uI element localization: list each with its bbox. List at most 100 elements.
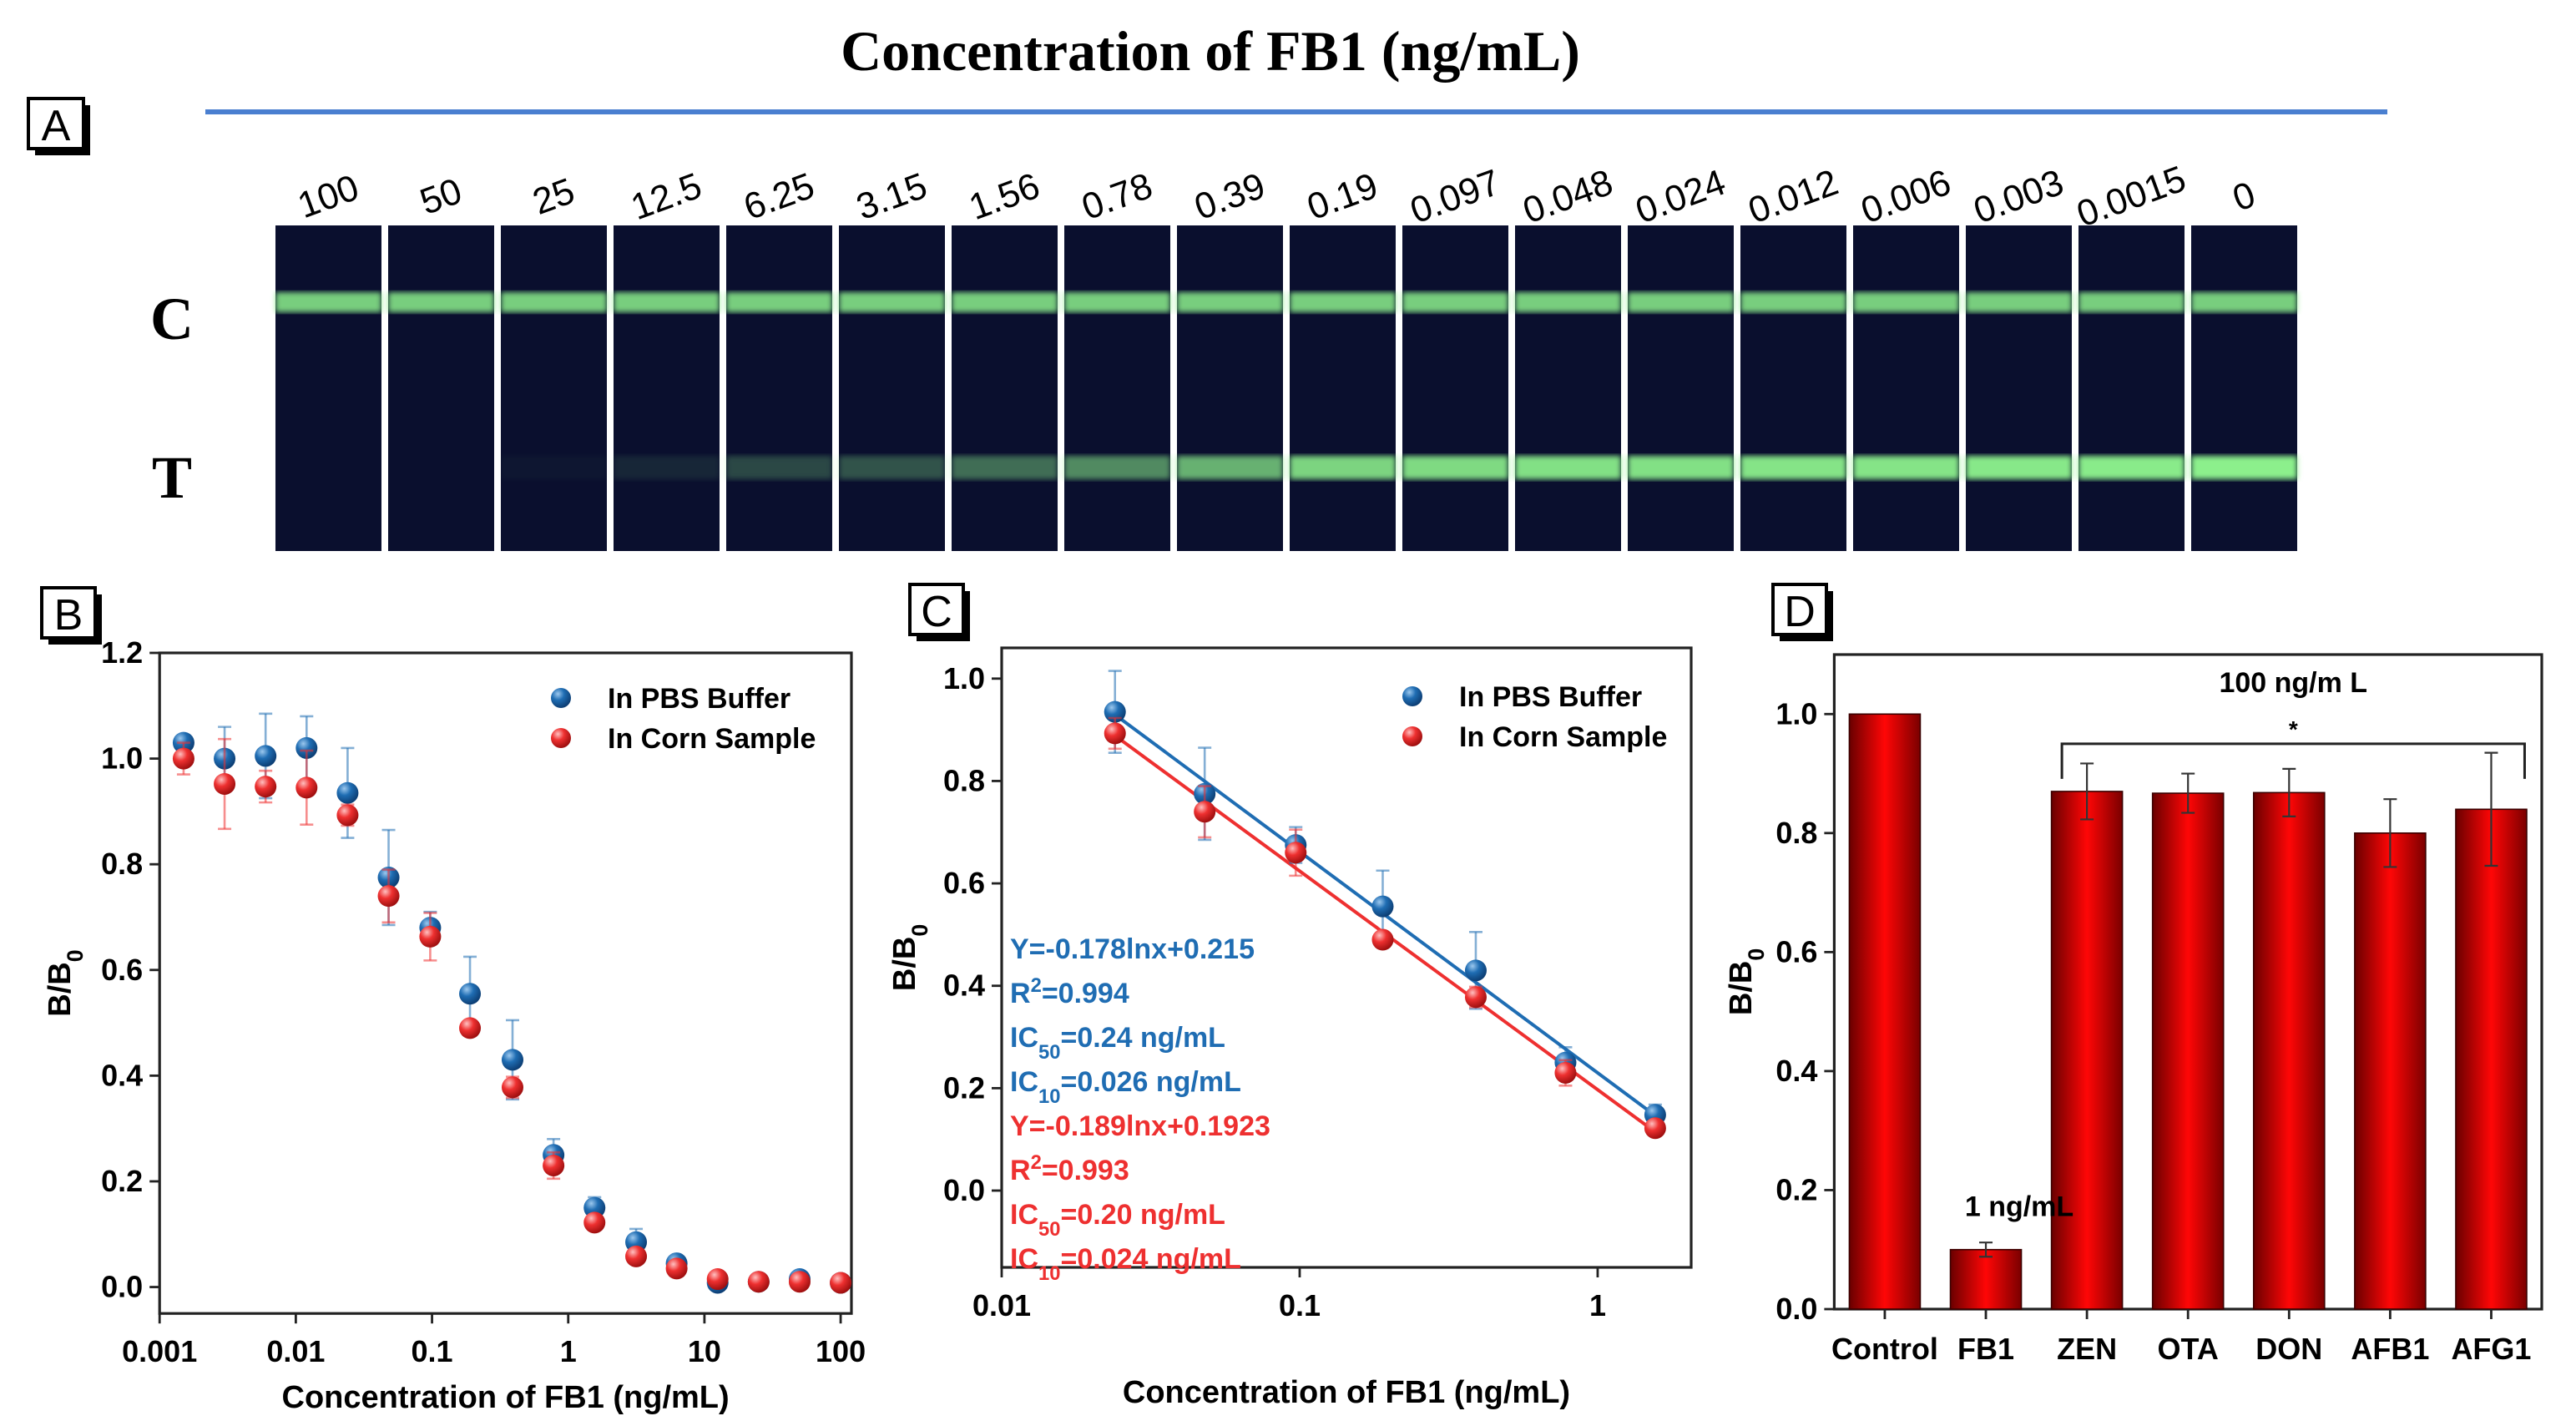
category-label: OTA <box>2158 1332 2219 1366</box>
control-band <box>388 292 494 312</box>
control-band <box>1177 292 1283 312</box>
series-corn-sample <box>1104 716 1666 1140</box>
strip-concentration-label: 0.024 <box>1630 162 1730 232</box>
test-strip: 0.048 <box>1515 162 1621 551</box>
control-band <box>726 292 832 312</box>
x-tick-label: 100 <box>816 1334 866 1368</box>
fit-annotation: IC50=0.20 ng/mL <box>1010 1199 1225 1241</box>
panel-c-label: C <box>908 583 970 641</box>
label-box <box>1771 583 1828 636</box>
fit-annotation: IC10=0.026 ng/mL <box>1010 1066 1241 1108</box>
control-band <box>839 292 945 312</box>
legend-marker <box>1402 686 1422 706</box>
legend-marker <box>551 728 571 748</box>
strip-membrane <box>2191 225 2297 551</box>
text-part: IC <box>1010 1243 1038 1275</box>
panel-a-label-box <box>27 97 85 150</box>
control-band <box>1515 292 1621 312</box>
control-band <box>1853 292 1959 312</box>
fit-annotation: R2=0.993 <box>1010 1151 1129 1187</box>
superscript: 2 <box>1031 974 1042 997</box>
y-tick-label: 0.6 <box>1775 934 1817 968</box>
text-part: IC <box>1010 1066 1038 1098</box>
strip-concentration-label: 25 <box>528 170 580 223</box>
test-band <box>501 456 607 479</box>
test-line-label: T <box>152 444 192 511</box>
data-point <box>1194 801 1216 823</box>
text-part: B/B <box>1724 961 1759 1015</box>
data-point <box>1464 986 1487 1009</box>
strip-concentration-label: 1.56 <box>964 165 1045 228</box>
panel-d-chart: 0.0 0.2 0.4 0.6 0.8 1.0 B/B0 Control FB1 ZEN OTA DO… <box>1724 653 2543 1366</box>
y-tick-label: 0.0 <box>101 1270 143 1304</box>
fit-annotation: IC10=0.024 ng/mL <box>1010 1243 1241 1285</box>
test-strip: 0.39 <box>1177 165 1283 551</box>
significance-mark: * <box>2289 716 2298 742</box>
bar-group <box>2455 751 2528 1310</box>
legend-label: In Corn Sample <box>1459 721 1667 753</box>
data-point <box>501 1076 523 1099</box>
strip-concentration-label: 0 <box>2227 174 2260 219</box>
test-strip: 25 <box>501 170 607 551</box>
label-letter: B <box>54 591 83 640</box>
subscript: 10 <box>1038 1085 1060 1108</box>
y-tick-label: 0.2 <box>101 1164 143 1198</box>
bar-group <box>2252 767 2326 1310</box>
control-band <box>1740 292 1846 312</box>
test-strip: 0.097 <box>1402 162 1508 551</box>
x-tick-label: 0.01 <box>972 1288 1031 1322</box>
strip-concentration-label: 0.012 <box>1743 162 1843 232</box>
text-part: IC <box>1010 1022 1038 1054</box>
text-part: =0.024 ng/mL <box>1060 1243 1240 1275</box>
bar-group <box>1949 1241 2023 1310</box>
control-band <box>614 292 720 312</box>
bar <box>1848 713 1922 1310</box>
text-part: B/B <box>43 962 78 1016</box>
panel-a-label: A <box>42 102 71 150</box>
test-strip: 0.78 <box>1064 165 1170 551</box>
y-axis-title: B/B0 <box>43 949 88 1016</box>
strip-membrane <box>275 225 381 551</box>
legend-marker <box>1402 726 1422 746</box>
test-band <box>2191 456 2297 479</box>
data-point <box>214 772 236 795</box>
test-strip: 6.25 <box>726 165 832 551</box>
series-pbs-buffer <box>172 712 852 1294</box>
legend-label: In Corn Sample <box>608 723 816 755</box>
strip-membrane <box>1628 225 1734 551</box>
x-axis-title: Concentration of FB1 (ng/mL) <box>1123 1375 1570 1410</box>
test-strip: 0.19 <box>1290 165 1396 551</box>
strip-membrane <box>952 225 1058 551</box>
strip-membrane <box>1740 225 1846 551</box>
data-point <box>1464 959 1487 982</box>
data-point <box>747 1271 770 1293</box>
y-tick-label: 0.0 <box>943 1173 985 1207</box>
control-band <box>2191 292 2297 312</box>
x-tick-label: 0.01 <box>266 1334 325 1368</box>
subscript: 50 <box>1038 1218 1060 1241</box>
strip-membrane <box>1966 225 2072 551</box>
y-tick-label: 1.2 <box>101 635 143 670</box>
text-part: =0.24 ng/mL <box>1060 1022 1225 1054</box>
text-part: =0.20 ng/mL <box>1060 1199 1225 1231</box>
strip-membrane <box>614 225 720 551</box>
panel-b-chart: 0.001 0.01 0.1 1 10 100 0.0 0.2 0.4 0.6 0.8 1.0 1.2 C… <box>43 635 866 1415</box>
bar <box>2354 832 2427 1310</box>
y-tick-label: 0.4 <box>943 968 985 1003</box>
bar-group <box>2354 798 2427 1310</box>
data-point <box>1285 842 1307 864</box>
strip-concentration-label: 0.048 <box>1518 162 1618 232</box>
data-point <box>501 1049 523 1071</box>
test-band <box>839 456 945 479</box>
x-tick-label: 0.1 <box>412 1334 453 1368</box>
fit-annotation: IC50=0.24 ng/mL <box>1010 1022 1225 1064</box>
y-tick-label: 0.0 <box>1775 1292 1817 1326</box>
x-tick-label: 1 <box>1589 1288 1606 1322</box>
test-band <box>1402 456 1508 479</box>
category-label: ZEN <box>2057 1332 2117 1366</box>
data-point <box>295 776 318 799</box>
test-band <box>1740 456 1846 479</box>
test-band <box>2078 456 2185 479</box>
test-band <box>1853 456 1959 479</box>
y-tick-label: 0.2 <box>943 1070 985 1105</box>
